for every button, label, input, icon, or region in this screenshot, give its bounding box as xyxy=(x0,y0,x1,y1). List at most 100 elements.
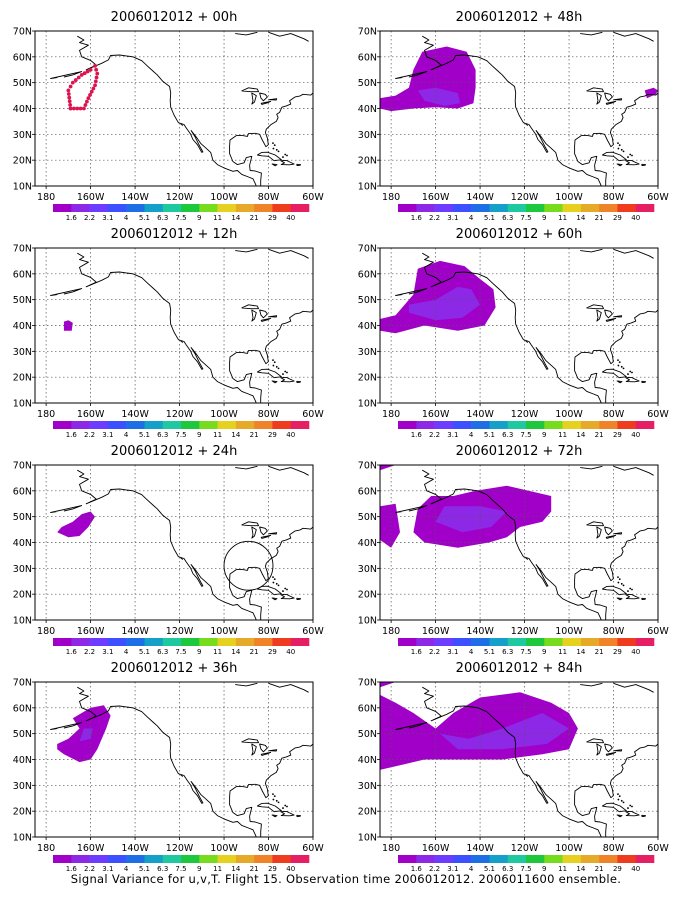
colorbar-swatch xyxy=(635,855,655,863)
island-dot xyxy=(631,588,633,591)
lon-label: 180 xyxy=(382,626,400,637)
coastline xyxy=(660,301,673,306)
island-dot xyxy=(631,805,633,808)
colorbar-label: 3.1 xyxy=(447,648,458,656)
island-dot xyxy=(272,793,274,796)
colorbar-swatch xyxy=(398,638,417,646)
colorbar-label: 4 xyxy=(124,431,129,439)
island-dot xyxy=(273,361,276,364)
coastline xyxy=(525,774,529,777)
colorbar-swatch xyxy=(162,204,182,212)
colorbar-swatch xyxy=(599,855,618,863)
lat-label: 10N xyxy=(358,833,377,844)
flight-track-point xyxy=(93,83,97,88)
island-dot xyxy=(631,154,633,157)
colorbar-label: 1.6 xyxy=(411,865,423,873)
lon-label: 160W xyxy=(422,843,450,854)
island-outline xyxy=(271,380,278,384)
lat-label: 40N xyxy=(13,321,32,332)
colorbar-label: 3.1 xyxy=(102,431,113,439)
panel-title: 2006012012 + 12h xyxy=(111,227,238,242)
colorbar-swatch xyxy=(452,421,472,429)
flight-track-point xyxy=(75,106,80,111)
flight-track-point xyxy=(88,93,92,97)
lat-label: 60N xyxy=(358,703,377,714)
lon-label: 60W xyxy=(302,409,324,420)
flight-track-point xyxy=(66,88,71,93)
island-dot xyxy=(617,793,619,796)
flight-track-point xyxy=(93,63,97,68)
island-dot xyxy=(627,590,629,592)
lat-label: 20N xyxy=(358,156,377,167)
colorbar-swatch xyxy=(562,855,582,863)
map-area xyxy=(380,31,658,186)
variance-core xyxy=(408,286,481,321)
flight-track-point xyxy=(68,102,73,107)
colorbar-swatch xyxy=(599,638,618,646)
island-dot xyxy=(620,148,623,151)
coastline xyxy=(50,722,83,730)
island-dot xyxy=(617,147,620,150)
lon-label: 80W xyxy=(603,192,625,203)
lat-label: 30N xyxy=(13,130,32,141)
colorbar-label: 7.5 xyxy=(520,214,531,222)
colorbar-swatch xyxy=(507,855,527,863)
island-outline xyxy=(601,368,627,379)
lat-label: 70N xyxy=(13,678,32,689)
island-dot xyxy=(284,587,287,590)
colorbar-swatch xyxy=(107,204,127,212)
island-outline xyxy=(601,585,627,596)
lon-label: 100W xyxy=(555,192,583,203)
flight-track-point xyxy=(84,99,89,104)
coastline xyxy=(422,469,602,620)
lon-label: 160W xyxy=(422,626,450,637)
variance-core xyxy=(435,506,507,533)
lat-label: 70N xyxy=(13,461,32,472)
lat-label: 60N xyxy=(358,269,377,280)
variance-core xyxy=(417,87,461,106)
coastline xyxy=(235,465,258,470)
great-lake-outline xyxy=(586,304,604,310)
colorbar-swatch xyxy=(635,204,655,212)
colorbar-swatch xyxy=(617,638,637,646)
lat-label: 20N xyxy=(358,590,377,601)
colorbar-label: 21 xyxy=(250,648,259,656)
colorbar-label: 3.1 xyxy=(102,865,113,873)
colorbar-swatch xyxy=(89,638,109,646)
colorbar-label: 14 xyxy=(231,648,240,656)
colorbar-label: 2.2 xyxy=(429,431,440,439)
lon-label: 140W xyxy=(466,409,494,420)
colorbar-swatch xyxy=(434,855,454,863)
colorbar-swatch xyxy=(398,204,417,212)
colorbar-label: 14 xyxy=(576,431,585,439)
colorbar-label: 6.3 xyxy=(157,865,168,873)
colorbar-label: 2.2 xyxy=(429,648,440,656)
island-outline xyxy=(616,814,623,818)
island-outline xyxy=(271,814,278,818)
colorbar-swatch xyxy=(471,855,490,863)
coastline xyxy=(180,557,184,560)
lat-label: 20N xyxy=(13,373,32,384)
colorbar-label: 40 xyxy=(631,865,640,873)
coastline xyxy=(660,735,673,740)
coastline xyxy=(580,248,603,253)
colorbar-label: 9 xyxy=(542,214,546,222)
panel-title: 2006012012 + 24h xyxy=(111,444,238,459)
colorbar-label: 11 xyxy=(213,431,222,439)
colorbar-label: 4 xyxy=(469,431,474,439)
lat-label: 40N xyxy=(358,104,377,115)
colorbar-label: 29 xyxy=(268,214,277,222)
great-lake-outline xyxy=(260,317,272,322)
coastline xyxy=(395,722,428,730)
map-area xyxy=(380,248,673,403)
lon-label: 60W xyxy=(647,626,669,637)
map-panel: 2006012012 + 12h 70N 60N 50N 40N 30N 20N 10N 180… xyxy=(13,227,325,439)
great-lake-outline xyxy=(596,743,602,756)
colorbar-label: 3.1 xyxy=(447,214,458,222)
colorbar-label: 14 xyxy=(231,431,240,439)
island-dot xyxy=(620,799,623,802)
colorbar-swatch xyxy=(181,421,200,429)
island-dot xyxy=(631,371,633,374)
colorbar-label: 6.3 xyxy=(157,431,168,439)
